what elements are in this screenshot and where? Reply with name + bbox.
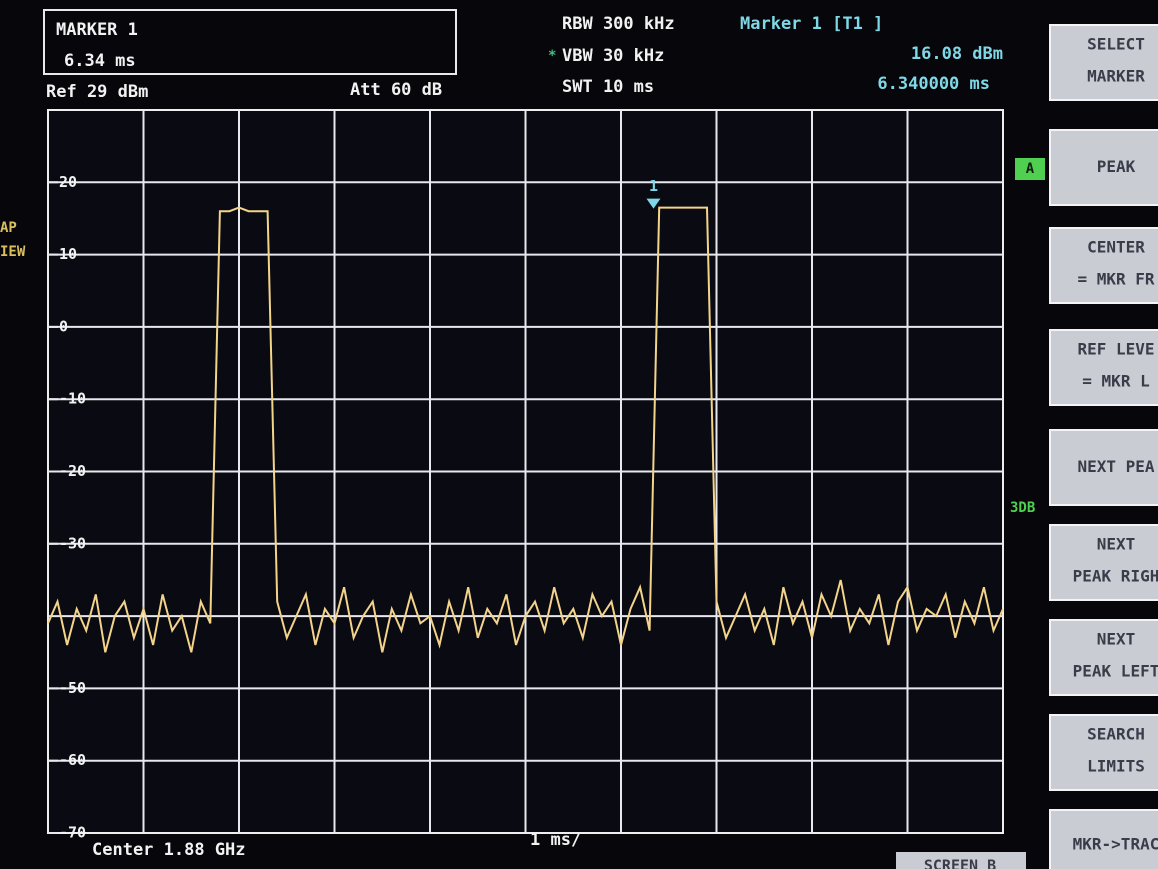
softkey-label: PEAK	[1097, 157, 1136, 176]
softkey-label: MARKER	[1087, 67, 1145, 86]
marker-label: 1	[649, 177, 658, 195]
softkey-label: NEXT PEA	[1077, 457, 1154, 476]
softkey-label: MKR->TRAC	[1073, 835, 1158, 854]
softkey-label: PEAK LEFT	[1073, 662, 1158, 681]
softkey-label: CENTER	[1087, 238, 1145, 257]
softkey-label: = MKR L	[1082, 372, 1149, 391]
y-tick-label: -20	[59, 462, 86, 480]
softkey-label: PEAK RIGH	[1073, 567, 1158, 586]
marker-title: MARKER 1	[56, 20, 138, 40]
softkey[interactable]: PEAK	[1050, 130, 1158, 205]
softkey-label: NEXT	[1097, 535, 1136, 554]
marker-readout-title: Marker 1 [T1 ]	[740, 14, 883, 34]
vbw: VBW 30 kHz	[562, 46, 664, 66]
vbw-flag: *	[548, 48, 556, 64]
y-tick-label: -10	[59, 390, 86, 408]
softkey[interactable]: SEARCH LIMITS	[1050, 715, 1158, 790]
y-tick-label: 10	[59, 245, 77, 263]
softkey-label: = MKR FR	[1077, 270, 1154, 289]
marker-level: 16.08 dBm	[911, 44, 1003, 64]
side-label: IEW	[0, 244, 26, 260]
softkey[interactable]: NEXT PEAK LEFT	[1050, 620, 1158, 695]
softkey-label: NEXT	[1097, 630, 1136, 649]
softkey-label: SEARCH	[1087, 725, 1145, 744]
softkey[interactable]: NEXT PEAK RIGH	[1050, 525, 1158, 600]
trace-flag-label: A	[1026, 161, 1035, 177]
rbw: RBW 300 kHz	[562, 14, 675, 34]
span-per-div: 1 ms/	[530, 830, 581, 850]
y-tick-label: -30	[59, 534, 86, 552]
softkey-label: REF LEVE	[1077, 340, 1154, 359]
analyzer-screen: MARKER 1 6.34 ms Ref 29 dBm Att 60 dB RB…	[0, 0, 1158, 869]
marker-time: 6.34 ms	[64, 51, 136, 71]
screen-tab-label: SCREEN B	[924, 857, 996, 869]
center-frequency: Center 1.88 GHz	[92, 840, 246, 860]
y-tick-label: -60	[59, 751, 86, 769]
side-label: AP	[0, 220, 17, 236]
marker-position: 6.340000 ms	[877, 74, 990, 94]
softkey[interactable]: REF LEVE = MKR L	[1050, 330, 1158, 405]
softkey[interactable]: NEXT PEA	[1050, 430, 1158, 505]
side-label: 3DB	[1010, 500, 1035, 516]
softkey[interactable]: SELECT MARKER	[1050, 25, 1158, 100]
softkey-label: SELECT	[1087, 35, 1145, 54]
softkey-label: LIMITS	[1087, 757, 1145, 776]
sweep-time: SWT 10 ms	[562, 77, 654, 97]
y-tick-label: -70	[59, 824, 86, 842]
attenuation: Att 60 dB	[350, 80, 442, 100]
ref-level: Ref 29 dBm	[46, 82, 148, 102]
y-tick-label: -50	[59, 679, 86, 697]
y-tick-label: 20	[59, 173, 77, 191]
y-tick-label: 0	[59, 317, 68, 335]
softkey[interactable]: CENTER = MKR FR	[1050, 228, 1158, 303]
display: MARKER 1 6.34 ms Ref 29 dBm Att 60 dB RB…	[0, 0, 1158, 869]
softkey[interactable]: MKR->TRAC	[1050, 810, 1158, 869]
